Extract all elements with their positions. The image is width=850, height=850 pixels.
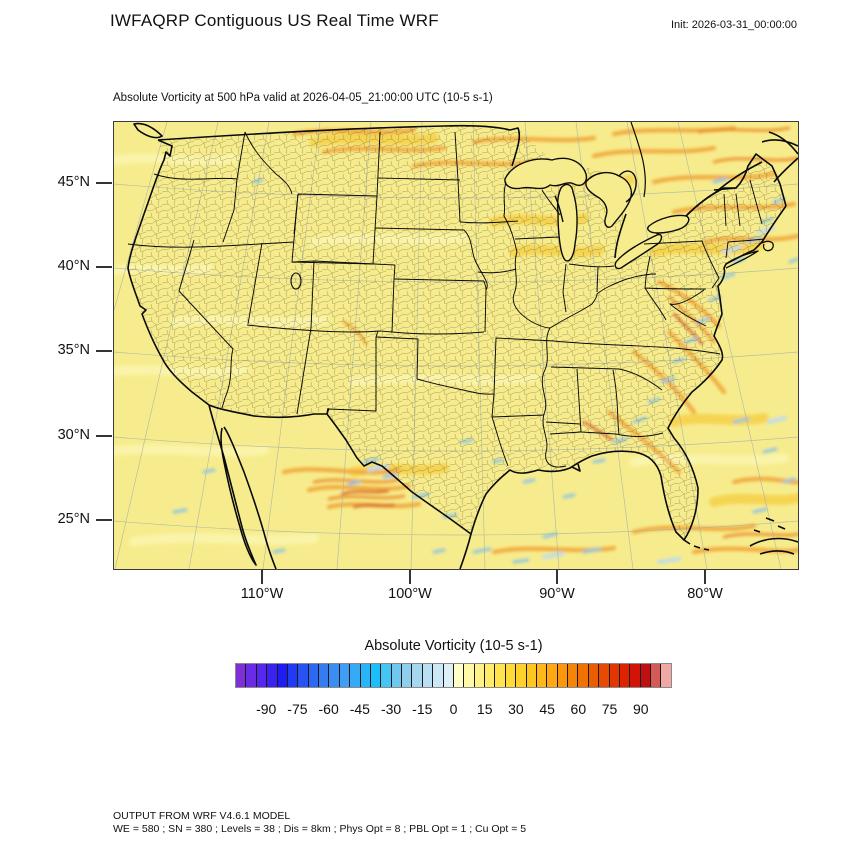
colorbar-cell <box>474 664 485 687</box>
colorbar-cell <box>433 664 444 687</box>
vorticity-map-canvas <box>114 122 798 569</box>
colorbar-cell <box>391 664 402 687</box>
colorbar-cell <box>495 664 506 687</box>
lon-label: 110°W <box>240 586 284 602</box>
lat-tick <box>96 435 112 437</box>
colorbar-cell <box>547 664 558 687</box>
lon-label: 90°W <box>539 586 575 602</box>
colorbar-cell <box>630 664 641 687</box>
colorbar-cell <box>536 664 548 687</box>
colorbar-cell <box>599 664 610 687</box>
lat-tick <box>96 266 112 268</box>
colorbar-cell <box>267 664 278 687</box>
colorbar-cell <box>298 664 309 687</box>
colorbar-tick-label: 75 <box>601 701 618 717</box>
colorbar-tick-label: -90 <box>256 701 277 717</box>
page-title: IWFAQRP Contiguous US Real Time WRF <box>110 11 439 30</box>
lat-label: 40°N <box>57 258 90 274</box>
colorbar-cell <box>246 664 257 687</box>
colorbar-cell <box>609 664 620 687</box>
colorbar-cell <box>557 664 568 687</box>
colorbar-cell <box>402 664 413 687</box>
lon-tick <box>704 570 706 584</box>
colorbar-cell <box>308 664 319 687</box>
colorbar-cell <box>370 664 382 687</box>
colorbar-cell <box>526 664 537 687</box>
colorbar-cell <box>422 664 434 687</box>
colorbar-cell <box>640 664 651 687</box>
lon-label: 80°W <box>687 586 723 602</box>
lon-tick <box>261 570 263 584</box>
map-plot <box>113 121 799 570</box>
lat-label: 45°N <box>57 174 90 190</box>
colorbar-cell <box>443 664 454 687</box>
lon-tick <box>409 570 411 584</box>
colorbar-cell <box>464 664 475 687</box>
colorbar-cell <box>319 664 330 687</box>
lat-label: 25°N <box>57 511 90 527</box>
colorbar-cell <box>661 664 671 687</box>
colorbar-cell <box>277 664 288 687</box>
init-timestamp: Init: 2026-03-31_00:00:00 <box>671 19 797 31</box>
colorbar-cell <box>568 664 579 687</box>
colorbar-cell <box>339 664 351 687</box>
colorbar-tick-label: 90 <box>632 701 649 717</box>
colorbar <box>235 663 672 688</box>
colorbar-tick-label: -15 <box>412 701 433 717</box>
great-lakes <box>290 157 690 290</box>
colorbar-cell <box>578 664 589 687</box>
lon-label: 100°W <box>388 586 432 602</box>
colorbar-cell <box>485 664 496 687</box>
lat-label: 30°N <box>57 427 90 443</box>
colorbar-cell <box>350 664 361 687</box>
state-borders <box>127 122 765 468</box>
colorbar-cell <box>329 664 340 687</box>
colorbar-tick-label: 30 <box>508 701 524 717</box>
colorbar-cell <box>412 664 423 687</box>
lat-tick <box>96 182 112 184</box>
colorbar-cell <box>360 664 371 687</box>
lat-tick <box>96 519 112 521</box>
colorbar-cell <box>287 664 299 687</box>
colorbar-cell <box>505 664 517 687</box>
colorbar-tick-label: 45 <box>539 701 555 717</box>
colorbar-title: Absolute Vorticity (10-5 s-1) <box>364 638 543 654</box>
footer-model-info: OUTPUT FROM WRF V4.6.1 MODEL <box>113 810 291 822</box>
lon-tick <box>556 570 558 584</box>
lat-tick <box>96 350 112 352</box>
colorbar-cell <box>588 664 600 687</box>
colorbar-cell <box>619 664 631 687</box>
colorbar-tick-label: -75 <box>287 701 308 717</box>
colorbar-cell <box>256 664 268 687</box>
colorbar-tick-label: 0 <box>449 701 458 717</box>
colorbar-tick-label: -45 <box>349 701 370 717</box>
colorbar-cell <box>651 664 662 687</box>
colorbar-tick-label: 60 <box>570 701 587 717</box>
colorbar-cell <box>516 664 527 687</box>
colorbar-cell <box>381 664 392 687</box>
colorbar-tick-label: -30 <box>380 701 402 717</box>
colorbar-tick-label: -60 <box>318 701 339 717</box>
footer-config-info: WE = 580 ; SN = 380 ; Levels = 38 ; Dis … <box>113 823 527 835</box>
lat-label: 35°N <box>57 342 90 358</box>
colorbar-cell <box>236 664 247 687</box>
colorbar-tick-label: 15 <box>476 701 493 717</box>
colorbar-cell <box>453 664 465 687</box>
map-subtitle: Absolute Vorticity at 500 hPa valid at 2… <box>113 92 493 104</box>
